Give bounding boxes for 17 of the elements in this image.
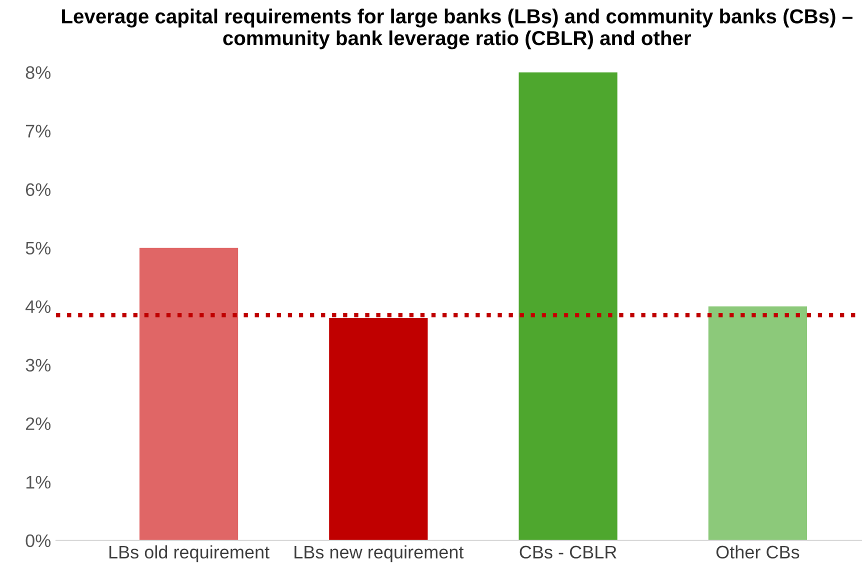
y-tick-label: 7% (26, 124, 51, 138)
bar (518, 72, 618, 540)
bar (139, 248, 238, 540)
x-tick-label: LBs old requirement (109, 545, 270, 562)
chart-title: Leverage capital requirements for large banks (LBs) and community banks (CBs) – community bank leverage ratio (CBLR) and other (62, 8, 852, 50)
y-tick-label: 6% (26, 183, 51, 196)
y-tick-label: 4% (25, 300, 51, 313)
x-tick-label: CBs - CBLR (520, 546, 616, 559)
y-tick-label: 8% (26, 66, 51, 79)
y-tick-label: 5% (26, 242, 51, 255)
bar (708, 306, 808, 540)
y-tick-label: 1% (26, 476, 51, 489)
y-tick-label: 2% (26, 417, 51, 430)
x-tick-label: LBs new requirement (294, 545, 464, 562)
x-tick-label: Other CBs (716, 545, 800, 559)
y-tick-label: 0% (26, 534, 51, 548)
y-tick-label: 3% (26, 358, 51, 372)
